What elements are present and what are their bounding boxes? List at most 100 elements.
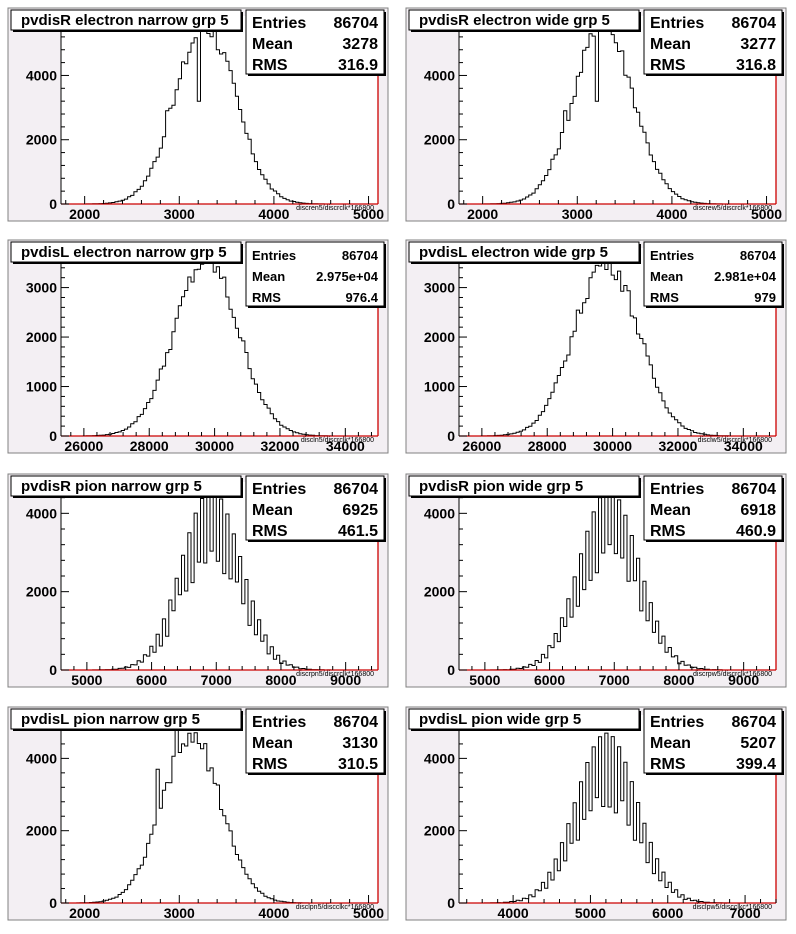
y-tick-label: 3000: [424, 280, 455, 296]
y-tick-label: 0: [49, 662, 57, 678]
x-tick-label: 5000: [469, 672, 500, 688]
x-tick-label: 26000: [462, 438, 501, 454]
stats-value: 86704: [740, 248, 777, 263]
stats-label: Mean: [650, 502, 691, 519]
chart-title: pvdisL electron narrow grp 5: [21, 244, 227, 261]
histogram-pad: 2000 3000 4000 5000 0 2000 4000 discren5/discrc…: [7, 7, 389, 222]
y-tick-label: 2000: [424, 584, 455, 600]
x-tick-label: 2000: [69, 905, 100, 921]
stats-label: Mean: [650, 36, 691, 53]
x-tick-label: 32000: [658, 438, 697, 454]
stats-label: RMS: [252, 523, 288, 540]
x-tick-label: 9000: [728, 672, 759, 688]
chart-title: pvdisR electron narrow grp 5: [21, 12, 229, 29]
y-tick-label: 2000: [26, 823, 57, 839]
stats-box: [643, 9, 783, 75]
y-tick-label: 0: [447, 662, 455, 678]
stats-value: 399.4: [736, 756, 776, 773]
histogram-line: [61, 26, 378, 205]
stats-label: Entries: [650, 481, 704, 498]
x-tick-label: 8000: [663, 672, 694, 688]
stats-value: 3278: [342, 36, 378, 53]
stats-value: 2.975e+04: [316, 269, 379, 284]
x-axis-title: discln5/discrclk*166800: [301, 437, 374, 444]
title-box: [10, 241, 242, 263]
histogram-pad: 4000 5000 6000 7000 0 2000 4000 disclpw5/disccl…: [405, 706, 787, 921]
y-tick-label: 0: [447, 428, 455, 444]
x-tick-label: 30000: [593, 438, 632, 454]
stats-box: [643, 241, 783, 307]
y-tick-label: 2000: [424, 132, 455, 148]
stats-label: Mean: [252, 735, 293, 752]
stats-label: Mean: [252, 269, 285, 284]
histogram-pad: 2000 3000 4000 5000 0 2000 4000 disclpn5/disccl…: [7, 706, 389, 921]
title-box: [10, 708, 242, 730]
x-tick-label: 3000: [562, 206, 593, 222]
x-tick-label: 28000: [528, 438, 567, 454]
stats-value: 3130: [342, 735, 378, 752]
title-box: [10, 475, 242, 497]
y-tick-label: 4000: [424, 505, 455, 521]
x-tick-label: 5000: [353, 206, 384, 222]
x-axis-title: discren5/discrclk*166800: [296, 205, 374, 212]
x-tick-label: 6000: [136, 672, 167, 688]
stats-value: 316.9: [338, 57, 378, 74]
stats-box: [245, 9, 385, 75]
y-tick-label: 4000: [26, 67, 57, 83]
stats-label: Mean: [650, 269, 683, 284]
title-box: [408, 9, 640, 31]
stats-value: 6918: [740, 502, 776, 519]
x-tick-label: 26000: [64, 438, 103, 454]
x-tick-label: 8000: [265, 672, 296, 688]
y-tick-label: 1000: [424, 379, 455, 395]
stats-value: 86704: [342, 248, 379, 263]
stats-label: Entries: [252, 481, 306, 498]
y-tick-label: 0: [49, 895, 57, 911]
stats-label: RMS: [650, 756, 686, 773]
stats-value: 86704: [334, 481, 379, 498]
x-axis-title: discrew5/discrclk*166800: [693, 205, 772, 212]
x-tick-label: 4000: [258, 206, 289, 222]
stats-label: Entries: [650, 248, 694, 263]
stats-value: 86704: [732, 481, 777, 498]
x-tick-label: 34000: [326, 438, 365, 454]
stats-box: [643, 708, 783, 774]
y-tick-label: 2000: [26, 329, 57, 345]
y-tick-label: 2000: [26, 584, 57, 600]
histogram-pad: 5000 6000 7000 8000 9000 0 2000 4000 discrpn5/di…: [7, 473, 389, 688]
y-tick-label: 2000: [424, 329, 455, 345]
y-tick-label: 0: [447, 895, 455, 911]
stats-value: 461.5: [338, 523, 378, 540]
x-tick-label: 3000: [164, 206, 195, 222]
stats-label: RMS: [252, 756, 288, 773]
x-tick-label: 5000: [575, 905, 606, 921]
stats-label: RMS: [252, 290, 281, 305]
y-tick-label: 0: [49, 196, 57, 212]
stats-value: 979: [754, 290, 776, 305]
stats-label: Entries: [252, 248, 296, 263]
stats-value: 316.8: [736, 57, 776, 74]
stats-value: 86704: [732, 714, 777, 731]
x-tick-label: 32000: [260, 438, 299, 454]
histogram-line: [459, 732, 776, 904]
y-tick-label: 3000: [26, 280, 57, 296]
x-tick-label: 7000: [599, 672, 630, 688]
stats-value: 976.4: [345, 290, 378, 305]
stats-value: 86704: [334, 714, 379, 731]
x-axis-title: disclpw5/discclkc*166800: [693, 904, 772, 911]
x-tick-label: 5000: [71, 672, 102, 688]
stats-label: Mean: [650, 735, 691, 752]
stats-label: RMS: [252, 57, 288, 74]
stats-value: 6925: [342, 502, 378, 519]
histogram-pad: 5000 6000 7000 8000 9000 0 2000 4000 discrpw5/di…: [405, 473, 787, 688]
x-tick-label: 6000: [534, 672, 565, 688]
stats-value: 5207: [740, 735, 776, 752]
x-tick-label: 2000: [467, 206, 498, 222]
x-axis-title: disclw5/discrclk*166800: [698, 437, 772, 444]
stats-box: [245, 475, 385, 541]
x-tick-label: 28000: [130, 438, 169, 454]
x-tick-label: 4000: [656, 206, 687, 222]
y-tick-label: 1000: [26, 379, 57, 395]
chart-title: pvdisR pion narrow grp 5: [21, 478, 202, 495]
y-tick-label: 4000: [424, 750, 455, 766]
